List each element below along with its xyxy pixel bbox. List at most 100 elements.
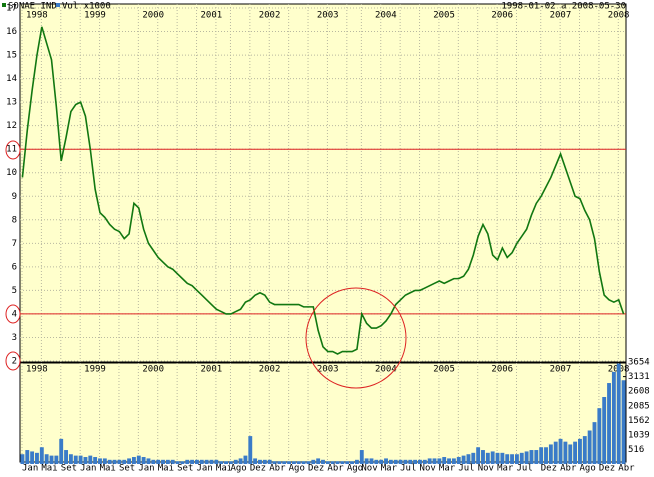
y2-tick-label: 2608 [628,387,650,397]
y-tick-label: 5 [12,286,17,296]
year-watermark: 2006 [491,365,513,375]
volume-bar [418,459,422,464]
x-tick-label: Mar [497,464,514,474]
volume-bar [64,450,68,464]
year-watermark: 1998 [26,11,48,21]
y-tick-label: 10 [6,168,17,178]
volume-bar [59,438,64,464]
volume-bar [233,459,238,464]
volume-bar [117,459,122,464]
volume-bar [272,461,277,464]
y-tick-label: 14 [6,74,17,84]
legend-entry: SONAE IND [8,2,57,12]
volume-bar [325,461,330,464]
volume-bar [568,444,573,464]
volume-bar [93,457,98,464]
volume-bar [136,455,141,464]
y-tick-label: 9 [12,192,17,202]
y2-tick-label: 1039 [628,430,650,440]
y-tick-label: 17 [6,4,17,14]
y2-tick-label: 2085 [628,401,650,411]
volume-bar [296,461,301,464]
highlight-circle [305,287,407,389]
x-tick-label: Jul [516,464,532,474]
volume-bar [466,454,471,464]
y-tick-label: 6 [12,262,17,272]
volume-bar [258,459,262,464]
x-tick-label: Abr [327,464,344,474]
volume-bar [403,459,408,464]
y-tick-label: 8 [12,215,17,225]
price-line [21,26,625,355]
volume-bar [354,459,359,464]
year-watermark: 2007 [550,11,572,21]
volume-bar [68,454,73,464]
x-tick-label: Abr [560,464,577,474]
volume-bar [340,461,345,464]
volume-bar [582,436,587,464]
y-tick-label: 7 [12,239,17,249]
volume-bar [607,383,611,464]
volume-bar [384,458,388,464]
volume-bar [379,459,384,464]
volume-bar [209,459,214,464]
volume-bar [573,441,578,464]
year-watermark: 2004 [375,365,397,375]
y-tick-label: 16 [6,27,17,37]
volume-bar [495,452,500,464]
volume-bar [500,452,505,464]
x-tick-label: Set [119,464,135,474]
x-tick-label: Jan [80,464,96,474]
volume-bar [214,459,219,464]
volume-bar [175,461,180,464]
volume-bar [427,458,432,464]
volume-bar [25,450,30,464]
year-watermark: 2001 [201,365,223,375]
volume-bar [524,451,529,464]
volume-bar [291,461,296,464]
volume-bar [510,454,515,464]
x-tick-label: Abr [269,464,286,474]
x-tick-label: Nov [478,464,494,474]
x-tick-label: Jan [22,464,38,474]
x-tick-label: Nov [361,464,377,474]
year-watermark: 2006 [491,11,513,21]
volume-bar [127,458,132,464]
volume-bar [190,459,195,464]
volume-bar [219,461,224,464]
x-tick-label: Mar [381,464,398,474]
volume-bar [529,450,534,464]
volume-bar [413,459,418,464]
volume-bar [35,452,39,464]
x-tick-label: Mar [439,464,456,474]
volume-bar [587,430,592,464]
volume-bar [156,459,161,464]
price-panel [19,3,627,363]
x-tick-label: Dez [599,464,615,474]
year-watermark: 2003 [317,365,339,375]
volume-bar [195,459,199,464]
volume-bar [432,458,437,464]
volume-bar [621,380,626,464]
volume-bar [563,441,568,464]
year-watermark: 2007 [550,365,572,375]
volume-bar [359,450,364,464]
highlight-circle [5,140,21,160]
volume-bar [44,454,49,464]
volume-bar [369,458,374,464]
volume-bar [238,458,243,464]
volume-bar [350,461,355,464]
x-tick-label: Mai [41,464,57,474]
x-tick-label: Mai [158,464,174,474]
year-watermark: 2002 [259,365,281,375]
year-watermark: 2002 [259,11,281,21]
volume-bar [170,459,175,464]
x-tick-label: Ago [289,464,305,474]
volume-bar [131,457,136,464]
volume-bar [534,450,539,464]
volume-bar [253,458,258,464]
volume-bar [165,459,170,464]
volume-bar [107,459,112,464]
volume-bar [88,455,93,464]
volume-bar [311,459,316,464]
